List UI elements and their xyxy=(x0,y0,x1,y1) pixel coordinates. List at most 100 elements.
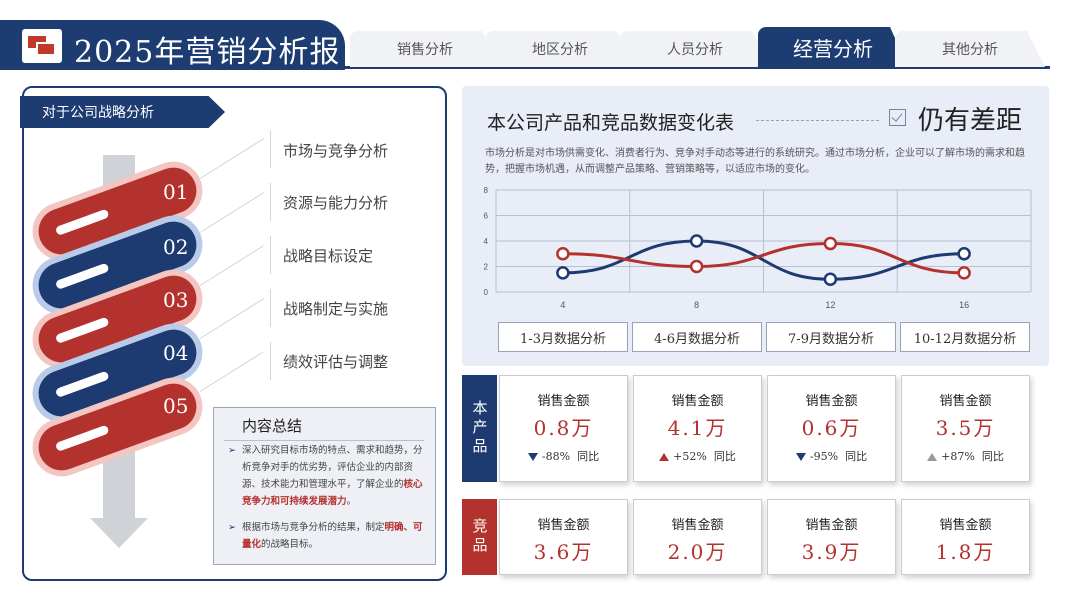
metric-value: 4.1万 xyxy=(667,416,728,440)
own-product-label: 本产品 xyxy=(462,375,497,482)
change-value: -88% xyxy=(541,450,571,463)
summary-title: 内容总结 xyxy=(242,417,303,435)
report-title-bar: 2025年营销分析报 xyxy=(0,20,345,70)
metric-caption: 销售金额 xyxy=(939,518,992,533)
metric-caption: 销售金额 xyxy=(671,394,724,409)
tab-region[interactable]: 地区分析 xyxy=(485,31,635,67)
row-label-text: 竞品 xyxy=(470,518,489,556)
metric-change: -95% 同比 xyxy=(768,448,895,464)
step-divider xyxy=(270,236,271,274)
gap-badge: 仍有差距 xyxy=(918,106,1023,136)
metric-value: 1.8万 xyxy=(935,540,996,564)
metric-change: +52% 同比 xyxy=(634,448,761,464)
period-button[interactable]: 10-12月数据分析 xyxy=(900,322,1030,352)
bullet-text: 根据市场与竞争分析的结果，制定 xyxy=(242,522,385,533)
series-line-1 xyxy=(561,239,966,281)
competitor-label: 竞品 xyxy=(462,499,497,575)
line-chart: 0 2 4 6 8 4 8 12 16 xyxy=(484,186,1032,310)
x-tick-label: 16 xyxy=(959,300,969,310)
strategy-title: 对于公司战略分析 xyxy=(20,96,225,128)
down-triangle-icon xyxy=(527,453,538,461)
data-point xyxy=(689,234,704,248)
y-tick-label: 4 xyxy=(484,237,489,246)
bullet-text: 深入研究目标市场的特点、需求和趋势，分析竞争对手的优劣势，评估企业的内部资源、技… xyxy=(242,445,423,490)
step-number: 04 xyxy=(163,341,189,365)
row-label-text: 本产品 xyxy=(470,400,489,457)
step-divider xyxy=(270,289,271,327)
metric-card: 销售金额 3.5万 +87% 同比 xyxy=(901,375,1030,482)
data-point xyxy=(556,266,570,280)
summary-divider xyxy=(224,440,424,441)
metric-caption: 销售金额 xyxy=(537,394,590,409)
period-button[interactable]: 4-6月数据分析 xyxy=(632,322,762,352)
up-triangle-icon xyxy=(927,453,938,461)
title-dashed-rule xyxy=(756,120,879,121)
down-triangle-icon xyxy=(795,453,806,461)
data-point xyxy=(823,272,838,286)
summary-bullet: ➢ 深入研究目标市场的特点、需求和趋势，分析竞争对手的优劣势，评估企业的内部资源… xyxy=(228,442,428,510)
comparison-description: 市场分析是对市场供需变化、消费者行为、竞争对手动态等进行的系统研究。通过市场分析… xyxy=(485,148,1025,175)
yoy-label: 同比 xyxy=(845,450,868,463)
bullet-highlight: 明确、可量化 xyxy=(242,522,423,550)
metric-value: 3.5万 xyxy=(935,416,996,440)
tab-operations[interactable]: 经营分析 xyxy=(758,27,908,67)
step-divider xyxy=(270,183,271,221)
data-point xyxy=(957,247,971,261)
arrow-down-icon xyxy=(90,518,148,548)
step-number: 02 xyxy=(163,235,189,259)
metric-value: 3.9万 xyxy=(801,540,862,564)
chat-bubbles-icon xyxy=(22,29,62,63)
data-point xyxy=(556,247,570,261)
data-point xyxy=(957,266,971,280)
step-label: 战略制定与实施 xyxy=(283,300,389,318)
period-button[interactable]: 1-3月数据分析 xyxy=(498,322,628,352)
tab-sales[interactable]: 销售分析 xyxy=(350,31,500,67)
comparison-panel xyxy=(462,86,1049,366)
change-value: +87% xyxy=(941,450,975,463)
step-label: 绩效评估与调整 xyxy=(283,353,389,371)
yoy-label: 同比 xyxy=(577,450,600,463)
metric-caption: 销售金额 xyxy=(939,394,992,409)
metric-caption: 销售金额 xyxy=(537,518,590,533)
bullet-highlight: 核心竞争力和可持续发展潜力 xyxy=(242,479,423,507)
metric-card: 销售金额 4.1万 +52% 同比 xyxy=(633,375,762,482)
step-divider xyxy=(270,130,271,168)
metric-caption: 销售金额 xyxy=(805,394,858,409)
checkbox-icon xyxy=(889,109,906,126)
metric-card: 销售金额 0.8万 -88% 同比 xyxy=(499,375,628,482)
period-button[interactable]: 7-9月数据分析 xyxy=(766,322,896,352)
series-line-2 xyxy=(561,242,966,275)
yoy-label: 同比 xyxy=(713,450,736,463)
data-point xyxy=(823,236,838,251)
tab-staff[interactable]: 人员分析 xyxy=(620,31,770,67)
metric-card: 销售金额 1.8万 xyxy=(901,499,1030,575)
x-tick-label: 4 xyxy=(560,300,565,310)
change-value: +52% xyxy=(673,450,707,463)
metric-value: 3.6万 xyxy=(533,540,594,564)
bullet-arrow-icon: ➢ xyxy=(228,522,236,533)
step-number: 05 xyxy=(163,394,189,418)
x-tick-label: 8 xyxy=(694,300,699,310)
bullet-text: 的战略目标。 xyxy=(261,539,319,550)
y-tick-label: 0 xyxy=(484,288,489,297)
yoy-label: 同比 xyxy=(981,450,1004,463)
step-label: 市场与竞争分析 xyxy=(283,142,389,160)
metric-caption: 销售金额 xyxy=(805,518,858,533)
change-value: -95% xyxy=(809,450,839,463)
up-triangle-icon xyxy=(659,453,670,461)
metric-card: 销售金额 3.9万 xyxy=(767,499,896,575)
step-label: 资源与能力分析 xyxy=(283,194,389,212)
metric-card: 销售金额 0.6万 -95% 同比 xyxy=(767,375,896,482)
comparison-title: 本公司产品和竞品数据变化表 xyxy=(487,112,735,134)
tab-other[interactable]: 其他分析 xyxy=(895,31,1045,67)
metric-value: 2.0万 xyxy=(667,540,728,564)
step-label: 战略目标设定 xyxy=(283,247,374,265)
y-tick-label: 8 xyxy=(484,186,489,195)
data-point xyxy=(689,259,704,274)
metric-caption: 销售金额 xyxy=(671,518,724,533)
bullet-arrow-icon: ➢ xyxy=(228,445,236,456)
step-number: 03 xyxy=(163,288,189,312)
step-divider xyxy=(270,342,271,380)
step-number: 01 xyxy=(163,180,189,204)
bullet-text: 。 xyxy=(346,496,357,507)
